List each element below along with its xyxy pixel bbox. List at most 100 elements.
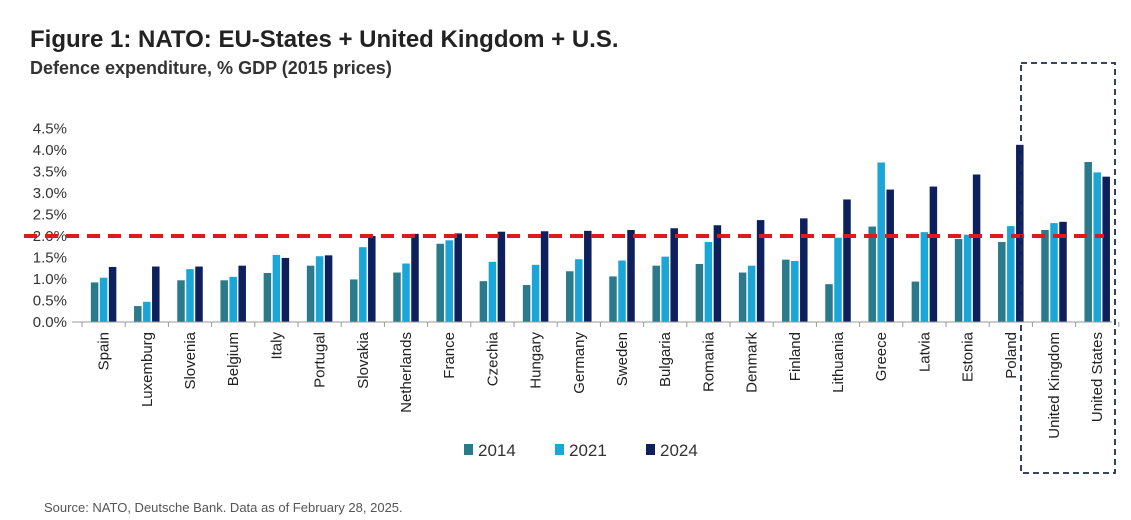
y-tick-label: 3.0% xyxy=(33,185,67,202)
x-tick-label: Denmark xyxy=(744,332,761,393)
x-tick-label: Greece xyxy=(873,332,890,381)
bar-2024 xyxy=(1102,176,1110,322)
bar-2024 xyxy=(584,230,592,322)
bar-2021 xyxy=(661,256,669,322)
bar-2024 xyxy=(368,236,376,322)
y-tick-label: 4.5% xyxy=(33,121,67,138)
bar-2024 xyxy=(800,218,808,322)
bar-2024 xyxy=(454,233,462,322)
bar-2021 xyxy=(488,261,497,322)
bar-2021 xyxy=(834,237,842,322)
y-tick-label: 3.5% xyxy=(33,164,67,181)
y-tick-label: 0.0% xyxy=(33,314,67,331)
y-axis: 0.0%0.5%1.0%1.5%2.0%2.5%3.0%3.5%4.0%4.5% xyxy=(33,121,67,332)
y-tick-label: 0.5% xyxy=(33,293,67,310)
bar-2024 xyxy=(1016,144,1024,322)
y-tick-label: 2.5% xyxy=(33,207,67,224)
legend-swatch-2021 xyxy=(555,444,564,455)
bar-2021 xyxy=(272,254,281,322)
bar-2014 xyxy=(479,281,488,322)
x-tick-label: Lithuania xyxy=(830,331,847,393)
bar-2014 xyxy=(566,271,574,322)
y-tick-label: 1.5% xyxy=(33,250,67,267)
bar-2024 xyxy=(324,255,333,322)
bar-2014 xyxy=(738,272,747,322)
source-note: Source: NATO, Deutsche Bank. Data as of … xyxy=(44,500,403,515)
legend-label-2014: 2014 xyxy=(478,441,516,460)
x-tick-label: Bulgaria xyxy=(657,331,674,387)
x-tick-label: Spain xyxy=(96,332,113,370)
bar-2024 xyxy=(756,220,765,322)
x-tick-label: France xyxy=(441,332,458,379)
legend-label-2021: 2021 xyxy=(569,441,607,460)
bar-2024 xyxy=(195,266,203,322)
x-tick-label: Slovenia xyxy=(182,331,199,389)
bar-2014 xyxy=(90,282,99,322)
bar-2014 xyxy=(825,284,833,322)
bar-2021 xyxy=(963,234,972,322)
bar-2014 xyxy=(393,272,401,322)
y-tick-label: 4.0% xyxy=(33,142,67,159)
bar-2024 xyxy=(886,189,894,322)
bar-2024 xyxy=(843,199,851,322)
bar-2014 xyxy=(652,265,660,322)
bar-2014 xyxy=(609,276,617,322)
bar-2024 xyxy=(411,233,419,322)
bar-2024 xyxy=(972,174,981,322)
x-tick-label: Germany xyxy=(571,332,588,394)
bars xyxy=(90,144,1110,322)
x-tick-label: Estonia xyxy=(960,331,977,382)
bar-2021 xyxy=(704,242,713,322)
legend-swatch-2024 xyxy=(646,444,655,455)
x-axis-labels: Spain Luxemburg Slovenia Belgium Italy Portug… xyxy=(96,331,1107,438)
bar-2014 xyxy=(134,306,142,322)
bar-2024 xyxy=(238,265,246,322)
bar-2021 xyxy=(531,264,540,322)
bar-2021 xyxy=(445,240,453,322)
bar-2014 xyxy=(220,280,228,322)
bar-2014 xyxy=(868,226,876,322)
bar-2024 xyxy=(627,229,635,322)
bar-2021 xyxy=(99,277,108,322)
x-tick-label: Romania xyxy=(700,331,717,392)
x-tick-label: Hungary xyxy=(528,332,545,389)
x-tick-label: Luxemburg xyxy=(139,332,156,407)
bar-2014 xyxy=(998,242,1006,322)
x-tick-label: Poland xyxy=(1003,332,1020,379)
bar-2021 xyxy=(143,301,151,322)
bar-2014 xyxy=(263,272,272,322)
bar-2021 xyxy=(920,232,929,322)
bar-2014 xyxy=(782,259,790,322)
bar-2024 xyxy=(540,231,549,322)
x-axis-ticks xyxy=(81,322,1120,327)
bar-2021 xyxy=(877,162,885,322)
bar-2021 xyxy=(402,263,410,322)
legend-label-2024: 2024 xyxy=(660,441,698,460)
bar-2014 xyxy=(1084,162,1092,322)
chart-title: Figure 1: NATO: EU-States + United Kingd… xyxy=(30,26,619,53)
bar-2014 xyxy=(177,280,185,322)
y-tick-label: 1.0% xyxy=(33,271,67,288)
bar-2014 xyxy=(522,285,531,322)
x-tick-label: Portugal xyxy=(312,332,329,388)
bar-2024 xyxy=(1059,221,1067,322)
bar-2021 xyxy=(747,265,756,322)
bar-2024 xyxy=(713,225,722,322)
chart-subtitle: Defence expenditure, % GDP (2015 prices) xyxy=(30,58,392,78)
x-tick-label: Italy xyxy=(268,332,285,360)
bar-2014 xyxy=(695,263,704,322)
bar-2021 xyxy=(229,276,237,322)
bar-2021 xyxy=(791,260,799,322)
bar-2024 xyxy=(670,228,678,322)
bar-2014 xyxy=(954,239,963,322)
bar-2014 xyxy=(911,281,920,322)
bar-2021 xyxy=(1093,172,1101,322)
bar-2024 xyxy=(281,257,290,322)
bar-2024 xyxy=(152,266,160,322)
x-tick-label: Sweden xyxy=(614,332,631,386)
x-tick-label: Slovakia xyxy=(355,331,372,388)
x-tick-label: United States xyxy=(1089,332,1106,422)
bar-2024 xyxy=(929,186,938,322)
x-tick-label: Netherlands xyxy=(398,332,415,413)
